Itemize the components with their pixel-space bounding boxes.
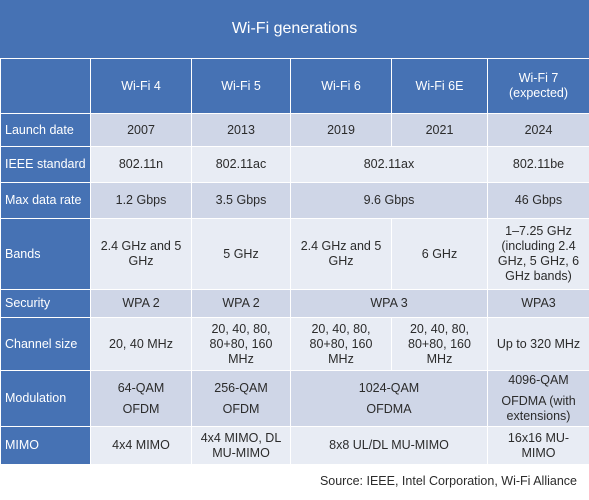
table-cell: 20, 40, 80, 80+80, 160 MHz [391, 317, 488, 371]
row-label: IEEE standard [0, 146, 91, 183]
table-row-channel-size: Channel size 20, 40 MHz 20, 40, 80, 80+8… [0, 317, 589, 371]
table-cell: 20, 40, 80, 80+80, 160 MHz [191, 317, 291, 371]
table-cell: 20, 40, 80, 80+80, 160 MHz [290, 317, 392, 371]
table-row-ieee-standard: IEEE standard 802.11n 802.11ac 802.11ax … [0, 146, 589, 183]
table-row-security: Security WPA 2 WPA 2 WPA 3 WPA3 [0, 289, 589, 318]
table-cell: WPA3 [487, 289, 589, 318]
row-label: Modulation [0, 370, 91, 427]
table-cell: 2019 [290, 113, 392, 147]
table-cell: 2024 [487, 113, 589, 147]
table-cell: WPA 2 [90, 289, 192, 318]
table-cell: 5 GHz [191, 218, 291, 290]
modulation-scheme: OFDM [122, 401, 160, 416]
table-cell: 46 Gbps [487, 182, 589, 219]
header-corner [0, 58, 91, 114]
table-cell: 20, 40 MHz [90, 317, 192, 371]
table-row-modulation: Modulation 64-QAM OFDM 256-QAM OFDM 1024… [0, 370, 589, 427]
table-cell: 4x4 MIMO [90, 426, 192, 465]
row-label: MIMO [0, 426, 91, 465]
table-row-max-data-rate: Max data rate 1.2 Gbps 3.5 Gbps 9.6 Gbps… [0, 182, 589, 219]
row-label: Max data rate [0, 182, 91, 219]
table-cell: 16x16 MU-MIMO [487, 426, 589, 465]
table-cell: 9.6 Gbps [290, 182, 488, 219]
table-cell: 2013 [191, 113, 291, 147]
table-cell: 1.2 Gbps [90, 182, 192, 219]
col-header-wifi5: Wi-Fi 5 [191, 58, 291, 114]
modulation-qam: 64-QAM [117, 380, 165, 395]
col-header-wifi6: Wi-Fi 6 [290, 58, 392, 114]
row-label: Security [0, 289, 91, 318]
header-row: Wi-Fi 4 Wi-Fi 5 Wi-Fi 6 Wi-Fi 6E Wi-Fi 7… [0, 58, 589, 114]
table-title: Wi-Fi generations [0, 0, 589, 58]
modulation-qam: 4096-QAM [508, 373, 569, 387]
table-cell: 64-QAM OFDM [90, 370, 192, 427]
table-cell: 2.4 GHz and 5 GHz [290, 218, 392, 290]
table-cell: Up to 320 MHz [487, 317, 589, 371]
source-caption: Source: IEEE, Intel Corporation, Wi-Fi A… [319, 474, 577, 488]
table-cell: 2007 [90, 113, 192, 147]
table-cell: 802.11ax [290, 146, 488, 183]
modulation-qam: 1024-QAM [358, 380, 420, 395]
modulation-qam: 256-QAM [214, 380, 268, 395]
table-cell: 802.11ac [191, 146, 291, 183]
table-cell: 3.5 Gbps [191, 182, 291, 219]
table-cell: WPA 2 [191, 289, 291, 318]
table-cell: 2021 [391, 113, 488, 147]
table-row-mimo: MIMO 4x4 MIMO 4x4 MIMO, DL MU-MIMO 8x8 U… [0, 426, 589, 465]
table-cell: WPA 3 [290, 289, 488, 318]
table-cell: 256-QAM OFDM [191, 370, 291, 427]
table-cell: 1–7.25 GHz (including 2.4 GHz, 5 GHz, 6 … [487, 218, 589, 290]
table-cell: 8x8 UL/DL MU-MIMO [290, 426, 488, 465]
row-label: Launch date [0, 113, 91, 147]
table-cell: 2.4 GHz and 5 GHz [90, 218, 192, 290]
col-header-wifi4: Wi-Fi 4 [90, 58, 192, 114]
col-header-wifi7: Wi-Fi 7 (expected) [487, 58, 589, 114]
table-cell: 802.11n [90, 146, 192, 183]
wifi-generations-table: Wi-Fi 4 Wi-Fi 5 Wi-Fi 6 Wi-Fi 6E Wi-Fi 7… [0, 58, 589, 465]
table-row-launch-date: Launch date 2007 2013 2019 2021 2024 [0, 113, 589, 147]
modulation-scheme: OFDMA (with extensions) [501, 394, 576, 423]
col-header-wifi6e: Wi-Fi 6E [391, 58, 488, 114]
table-cell: 4096-QAM OFDMA (with extensions) [487, 370, 589, 427]
table-cell: 4x4 MIMO, DL MU-MIMO [191, 426, 291, 465]
row-label: Channel size [0, 317, 91, 371]
modulation-scheme: OFDMA [366, 401, 412, 416]
row-label: Bands [0, 218, 91, 290]
table-cell: 802.11be [487, 146, 589, 183]
table-cell: 6 GHz [391, 218, 488, 290]
table-cell: 1024-QAM OFDMA [290, 370, 488, 427]
modulation-scheme: OFDM [222, 401, 260, 416]
table-row-bands: Bands 2.4 GHz and 5 GHz 5 GHz 2.4 GHz an… [0, 218, 589, 290]
